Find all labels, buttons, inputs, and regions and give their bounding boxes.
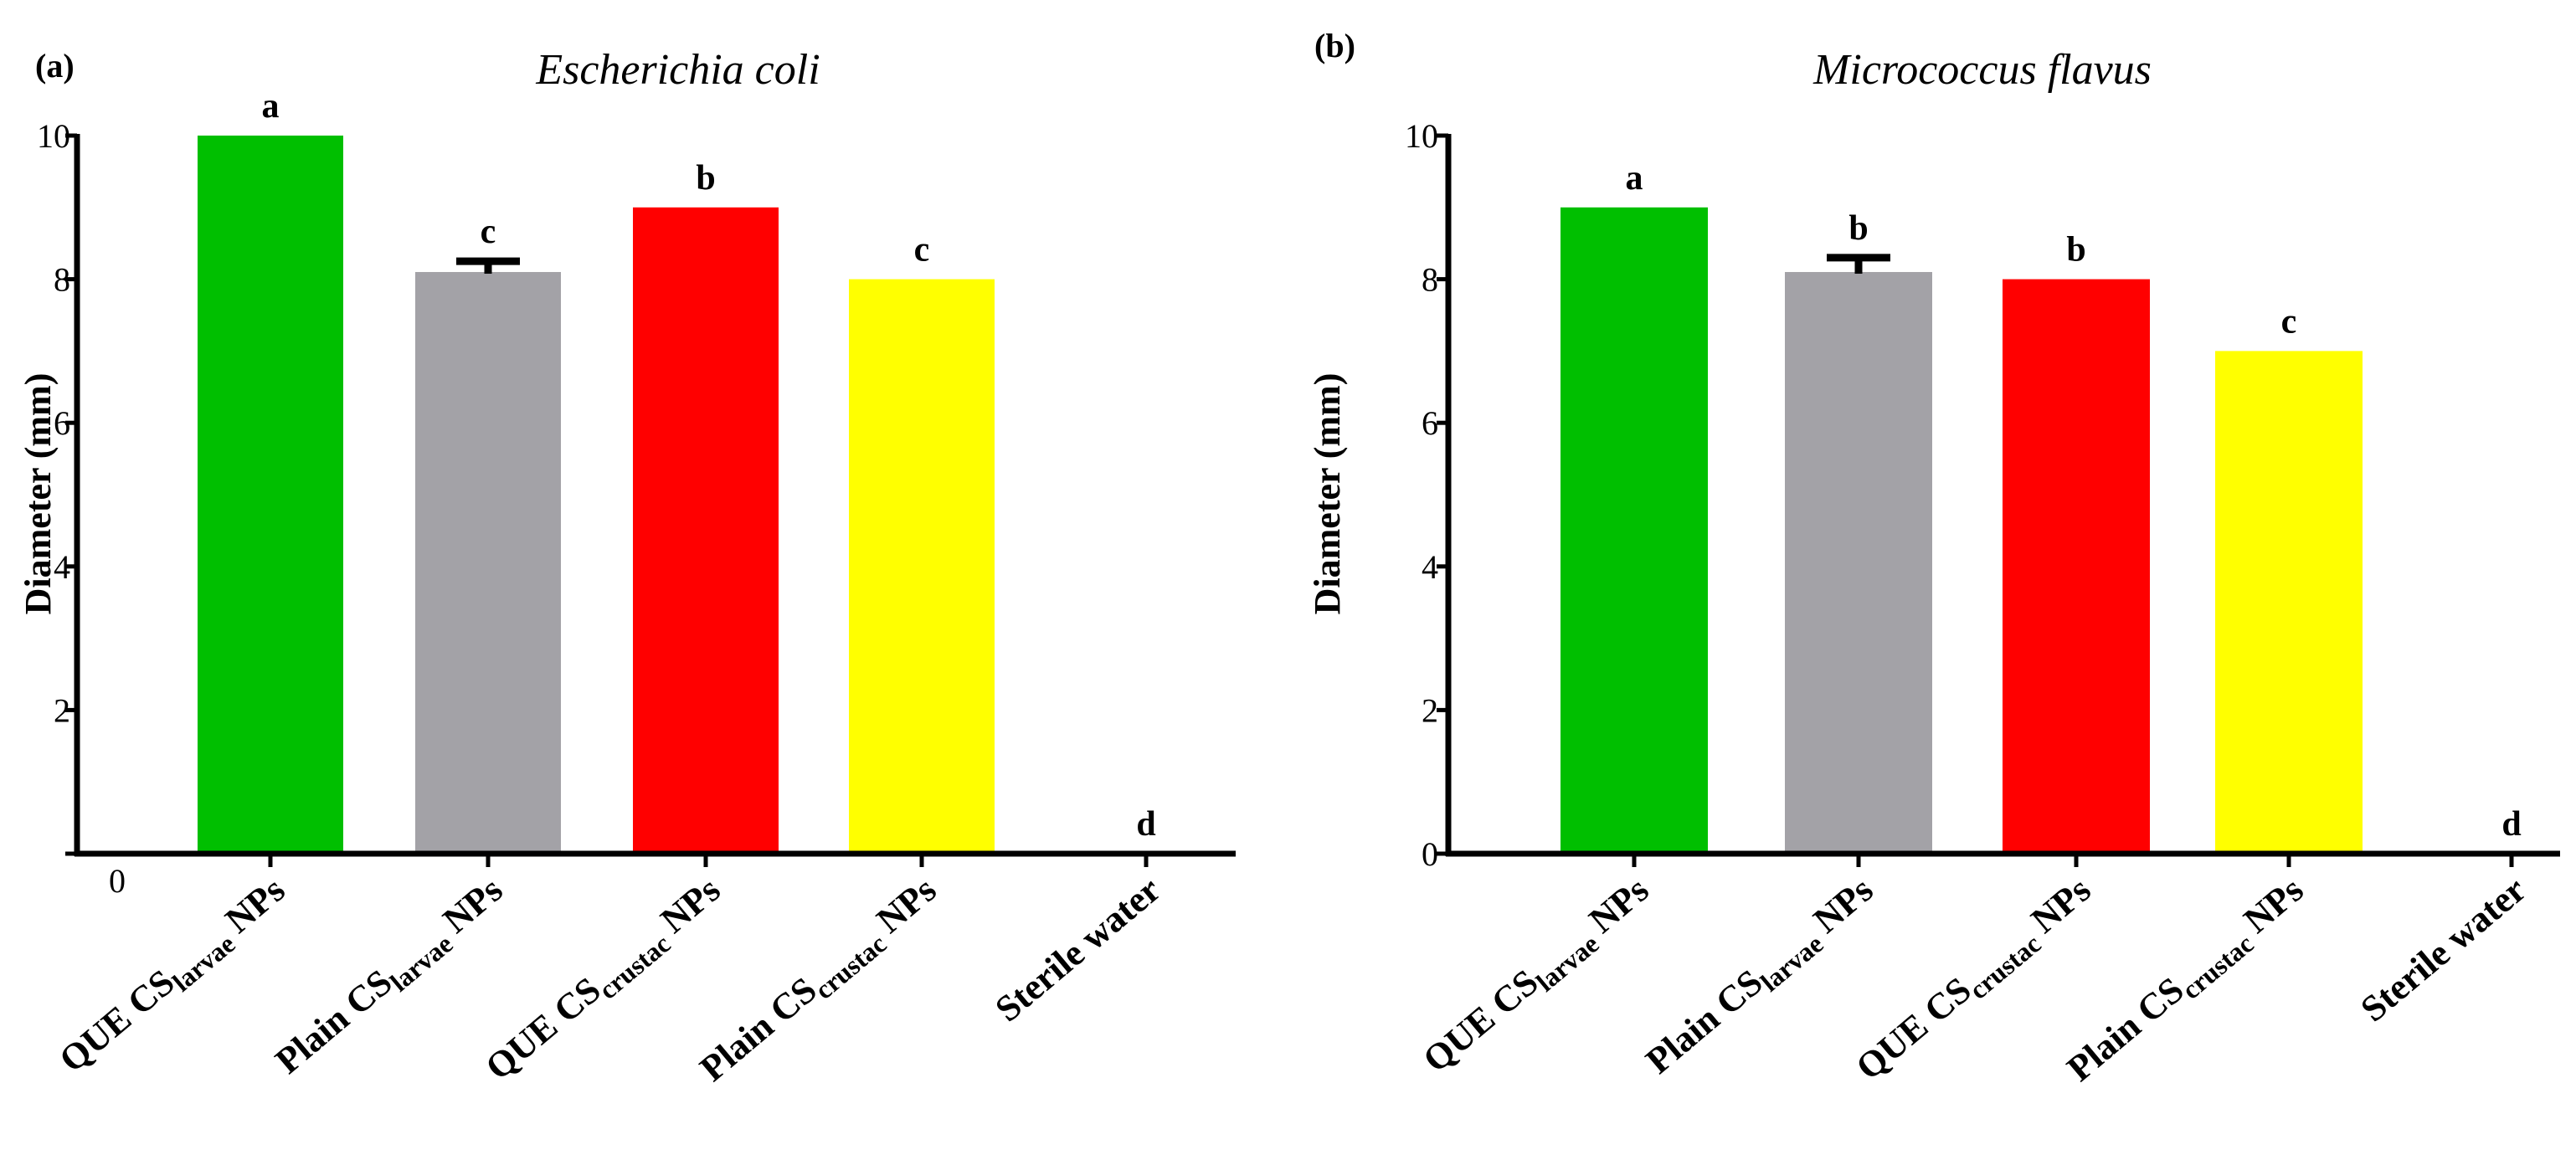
y-tick-label: 4 <box>1422 548 1438 586</box>
panel-label: (a) <box>35 47 75 85</box>
x-category-label-2: Plain CSlarvae NPs <box>1638 869 1884 1086</box>
y-axis-label: Diameter (mm) <box>18 373 59 615</box>
significance-letter-1: a <box>262 87 280 126</box>
significance-letter-2: c <box>481 213 496 251</box>
category-name: QUE CS <box>478 969 609 1088</box>
category-name: Plain CS <box>268 962 400 1082</box>
significance-letter-3: b <box>696 159 715 198</box>
bar-1 <box>1561 207 1708 855</box>
category-subscript: crustac <box>1963 928 2046 1005</box>
x-category-label-4: Plain CScrustac NPs <box>692 869 948 1094</box>
y-tick-label: 0 <box>109 862 126 900</box>
category-name: Sterile water <box>988 869 1169 1029</box>
category-name: Sterile water <box>2353 869 2534 1029</box>
bar-4 <box>2215 351 2363 854</box>
significance-letter-5: d <box>1136 805 1155 844</box>
bar-4 <box>849 279 995 855</box>
bar-2 <box>1785 272 1932 854</box>
panel-label: (b) <box>1314 27 1355 64</box>
category-subscript: crustac <box>2176 928 2259 1005</box>
category-name: QUE CS <box>52 962 183 1080</box>
category-name: Plain CS <box>1638 962 1771 1082</box>
bar-3 <box>633 207 779 855</box>
x-category-label-1: QUE CSlarvae NPs <box>1416 869 1660 1085</box>
significance-letter-4: c <box>914 231 930 269</box>
y-tick-label: 2 <box>54 691 70 729</box>
chart-title: Micrococcus flavus <box>1812 46 2152 94</box>
x-category-label-1: QUE CSlarvae NPs <box>52 869 296 1085</box>
significance-letter-5: d <box>2501 805 2521 844</box>
y-tick-label: 8 <box>54 261 70 299</box>
chart-panel-b: (b) Micrococcus flavus Diameter (mm) a b b c d 0… <box>1307 27 2560 1094</box>
category-subscript: crustac <box>809 928 892 1005</box>
y-axis-label: Diameter (mm) <box>1307 373 1348 615</box>
chart-title: Escherichia coli <box>535 46 820 94</box>
significance-letter-2: b <box>1848 209 1868 248</box>
category-name: Plain CS <box>692 969 825 1090</box>
x-category-label-5: Sterile water <box>2353 869 2534 1029</box>
y-tick-label: 0 <box>1422 835 1438 873</box>
significance-letter-1: a <box>1626 159 1643 198</box>
chart-panel-a: (a) Escherichia coli Diameter (mm) a c b c d 0 2 4… <box>18 46 1236 1094</box>
x-category-label-4: Plain CScrustac NPs <box>2059 869 2315 1094</box>
category-name: Plain CS <box>2059 969 2192 1090</box>
y-tick-label: 4 <box>54 548 70 586</box>
y-tick-label: 2 <box>1422 691 1438 729</box>
y-tick-label: 8 <box>1422 261 1438 299</box>
bar-3 <box>2003 279 2150 855</box>
y-tick-label: 6 <box>1422 404 1438 442</box>
x-category-label-2: Plain CSlarvae NPs <box>268 869 514 1086</box>
significance-letter-3: b <box>2066 231 2085 269</box>
x-category-label-5: Sterile water <box>988 869 1169 1029</box>
category-name: QUE CS <box>1848 969 1979 1088</box>
bar-1 <box>198 136 343 854</box>
category-subscript: crustac <box>593 928 676 1005</box>
y-tick-label: 10 <box>37 117 70 155</box>
bar-2 <box>415 272 561 854</box>
category-name: QUE CS <box>1416 962 1546 1080</box>
y-tick-label: 10 <box>1405 117 1438 155</box>
y-tick-label: 6 <box>54 404 70 442</box>
significance-letter-4: c <box>2281 302 2297 341</box>
